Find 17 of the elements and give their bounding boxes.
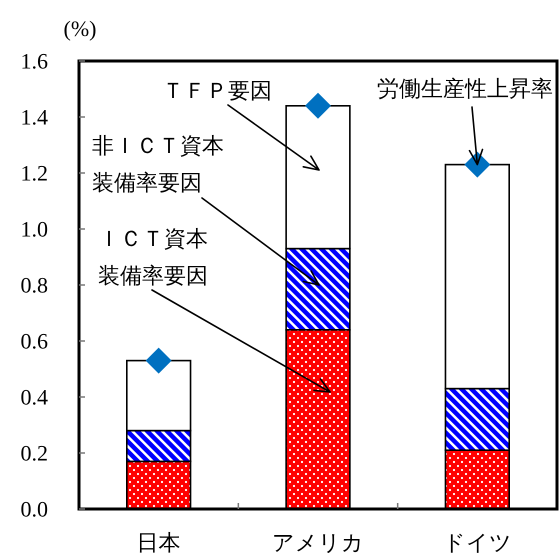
tick-label: 0.6 (20, 328, 48, 354)
category-label: アメリカ (272, 530, 364, 554)
annotation: ＩＣＴ資本装備率要因 (98, 226, 208, 288)
tick-label: 0.0 (20, 496, 48, 522)
axis-title: (%) (64, 16, 96, 41)
tick-label: 0.4 (20, 384, 48, 410)
tick-label: 1.4 (20, 104, 48, 130)
tick-label: 1.6 (20, 48, 48, 74)
tick-label: 1.2 (20, 160, 48, 186)
tick-label: 0.2 (20, 440, 48, 466)
annotation: ＴＦＰ要因 (162, 78, 272, 103)
annotation: 労働生産性上昇率 (377, 76, 553, 101)
tick-label: 0.8 (20, 272, 48, 298)
annotation: 非ＩＣＴ資本装備率要因 (92, 133, 224, 195)
tick-label: 1.0 (20, 216, 48, 242)
category-label: 日本 (136, 530, 181, 554)
category-label: ドイツ (442, 530, 512, 554)
